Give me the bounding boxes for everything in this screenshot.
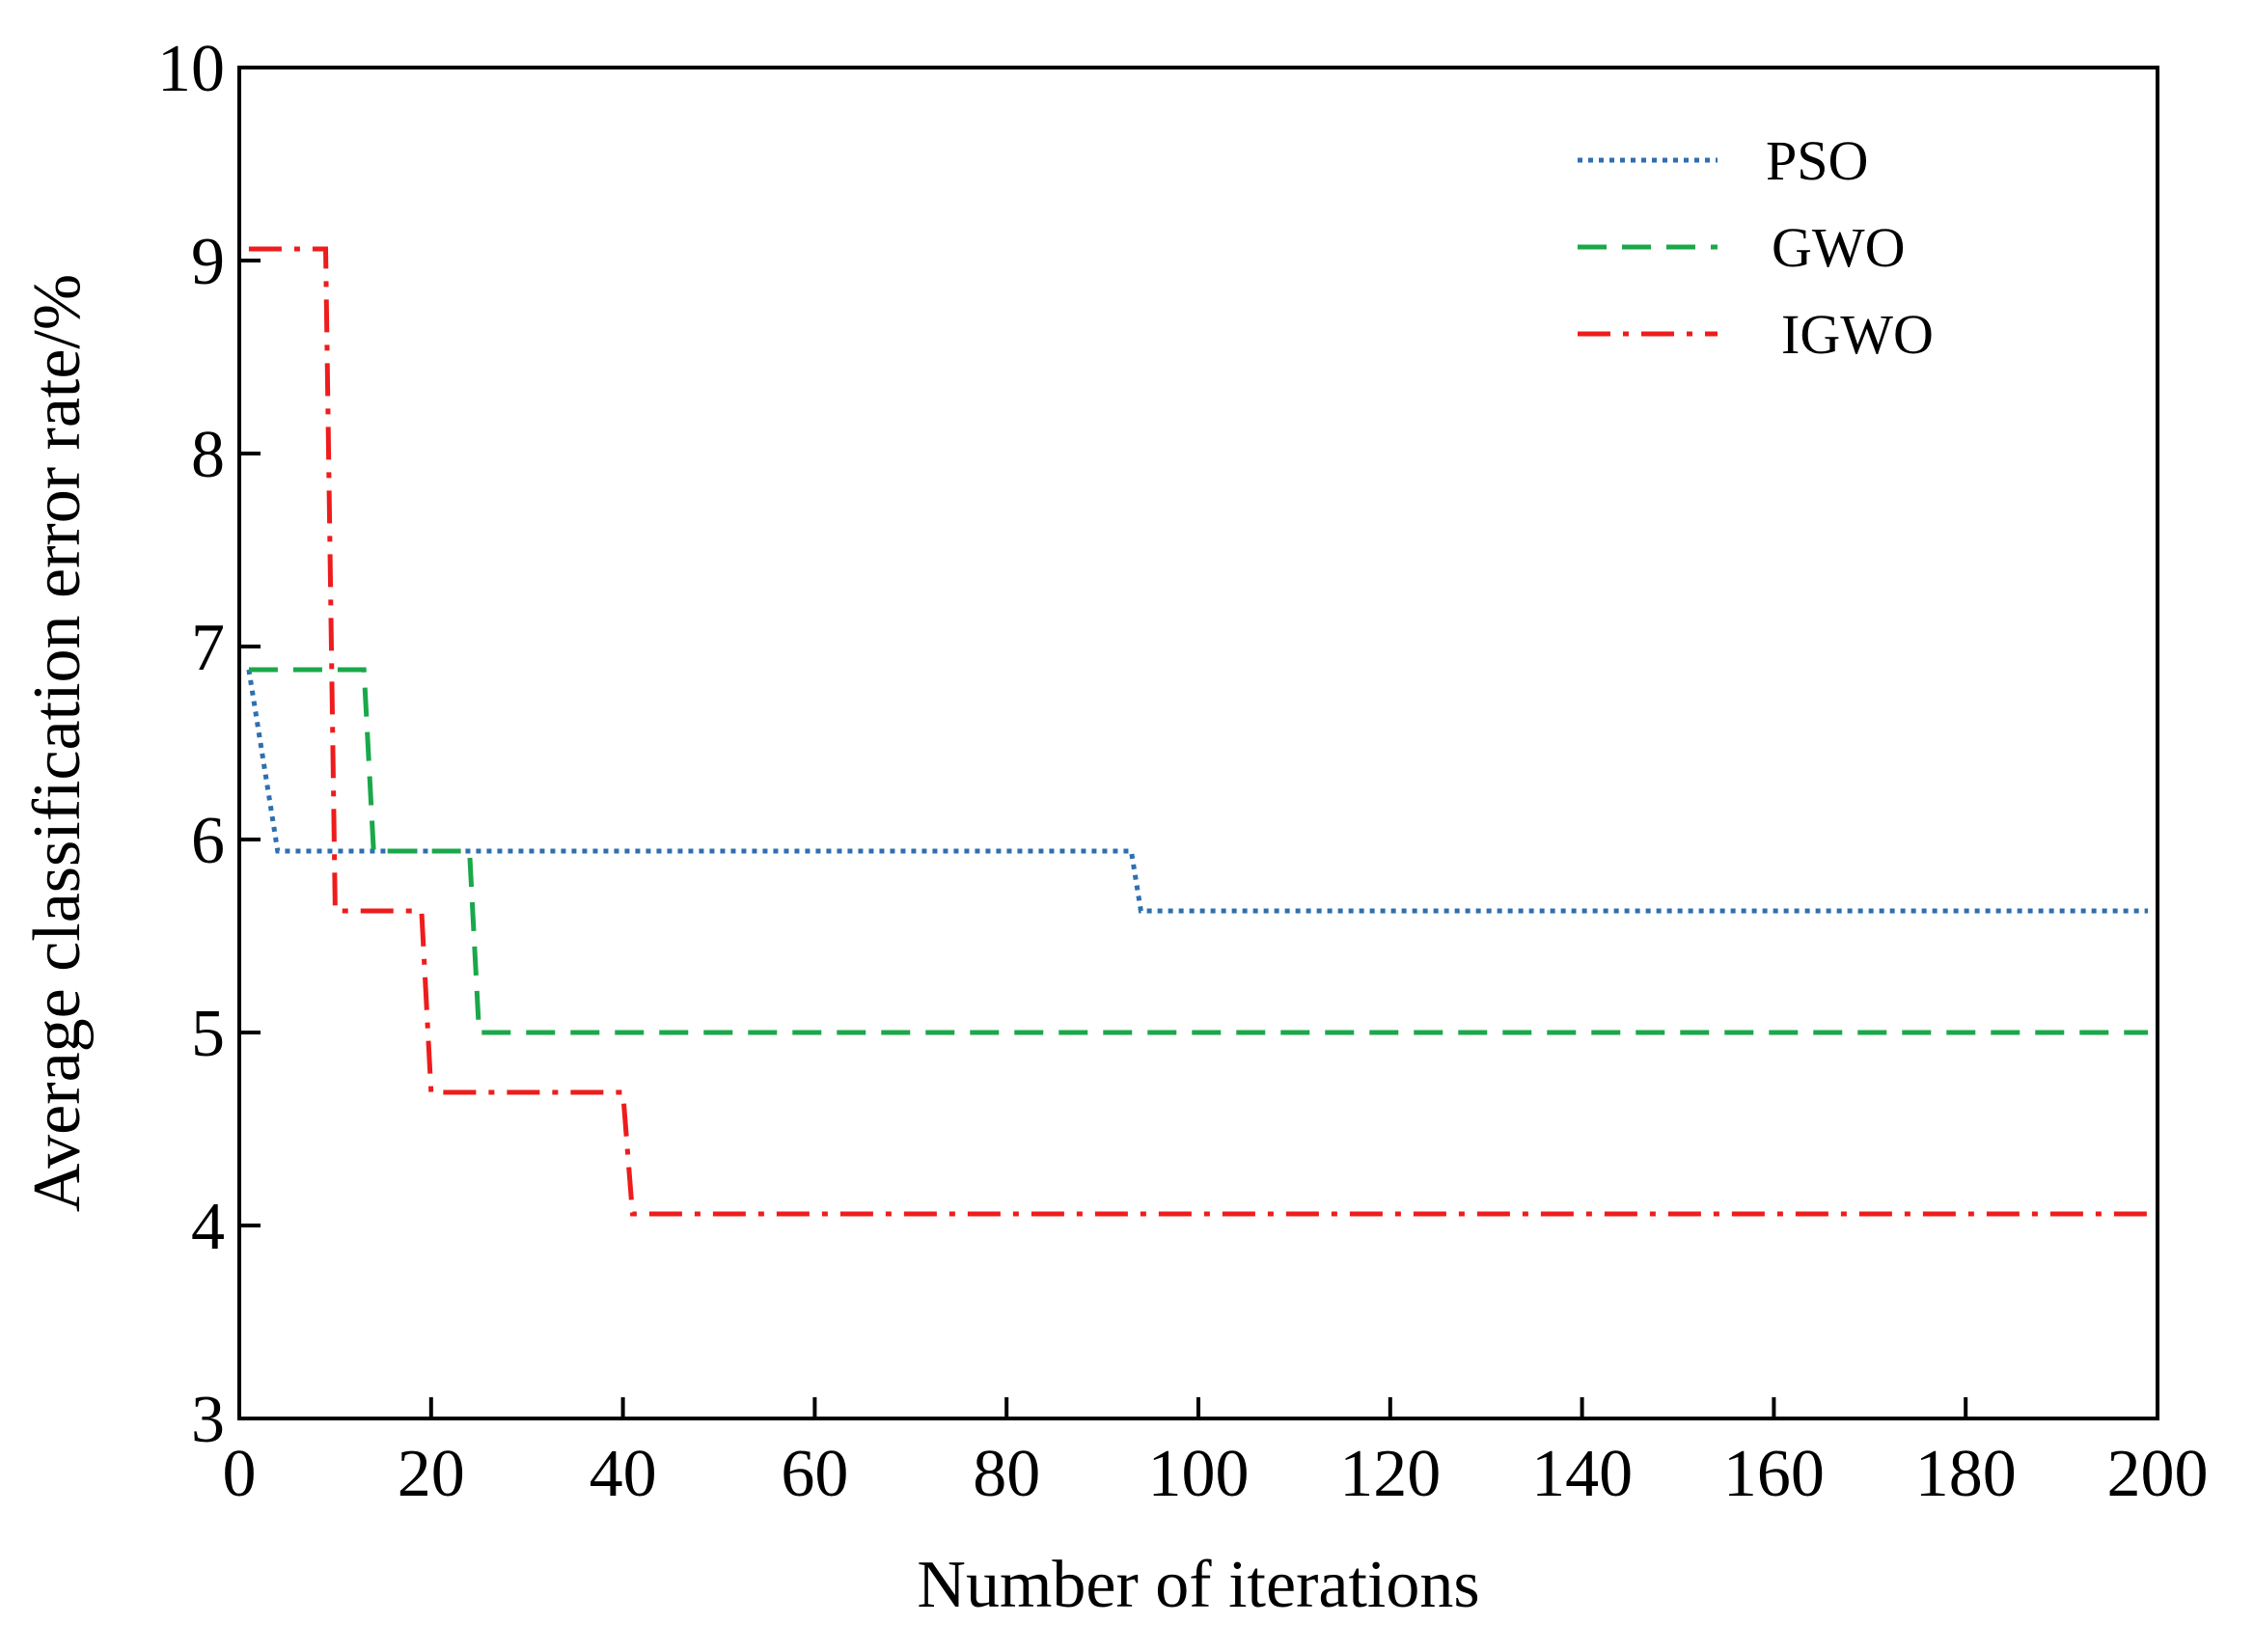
y-tick-label: 10 <box>157 32 225 106</box>
legend: PSO GWO IGWO <box>1578 129 1934 366</box>
x-tick-label: 120 <box>1339 1437 1441 1511</box>
series-line-gwo <box>248 667 2149 1035</box>
x-tick-label: 60 <box>781 1437 848 1511</box>
y-tick-label: 6 <box>191 804 225 878</box>
plot-lines <box>246 246 2149 1217</box>
y-tick-label: 9 <box>191 225 225 299</box>
x-tick-label: 100 <box>1148 1437 1250 1511</box>
y-tick-label: 5 <box>191 997 225 1071</box>
x-tick-label: 80 <box>973 1437 1040 1511</box>
legend-label-pso: PSO <box>1766 129 1868 192</box>
series-line-pso <box>246 669 2149 914</box>
x-tick-label: 0 <box>223 1437 257 1511</box>
y-axis-ticks: 3 4 5 6 7 8 9 10 <box>157 32 261 1457</box>
x-tick-label: 20 <box>398 1437 465 1511</box>
y-tick-label: 7 <box>191 611 225 685</box>
x-tick-label: 180 <box>1915 1437 2017 1511</box>
y-tick-label: 3 <box>191 1383 225 1457</box>
legend-label-igwo: IGWO <box>1781 303 1934 366</box>
x-tick-label: 40 <box>590 1437 657 1511</box>
x-axis-ticks: 0 20 40 60 80 100 120 140 160 180 200 <box>223 1397 2209 1511</box>
y-tick-label: 4 <box>191 1190 225 1264</box>
x-tick-label: 140 <box>1531 1437 1633 1511</box>
legend-label-gwo: GWO <box>1772 216 1906 279</box>
y-tick-label: 8 <box>191 418 225 492</box>
x-tick-label: 160 <box>1723 1437 1825 1511</box>
series-line-igwo <box>248 246 2149 1217</box>
y-axis-title: Average classification error rate/% <box>20 274 95 1212</box>
x-axis-title: Number of iterations <box>917 1548 1479 1622</box>
x-tick-label: 200 <box>2107 1437 2209 1511</box>
